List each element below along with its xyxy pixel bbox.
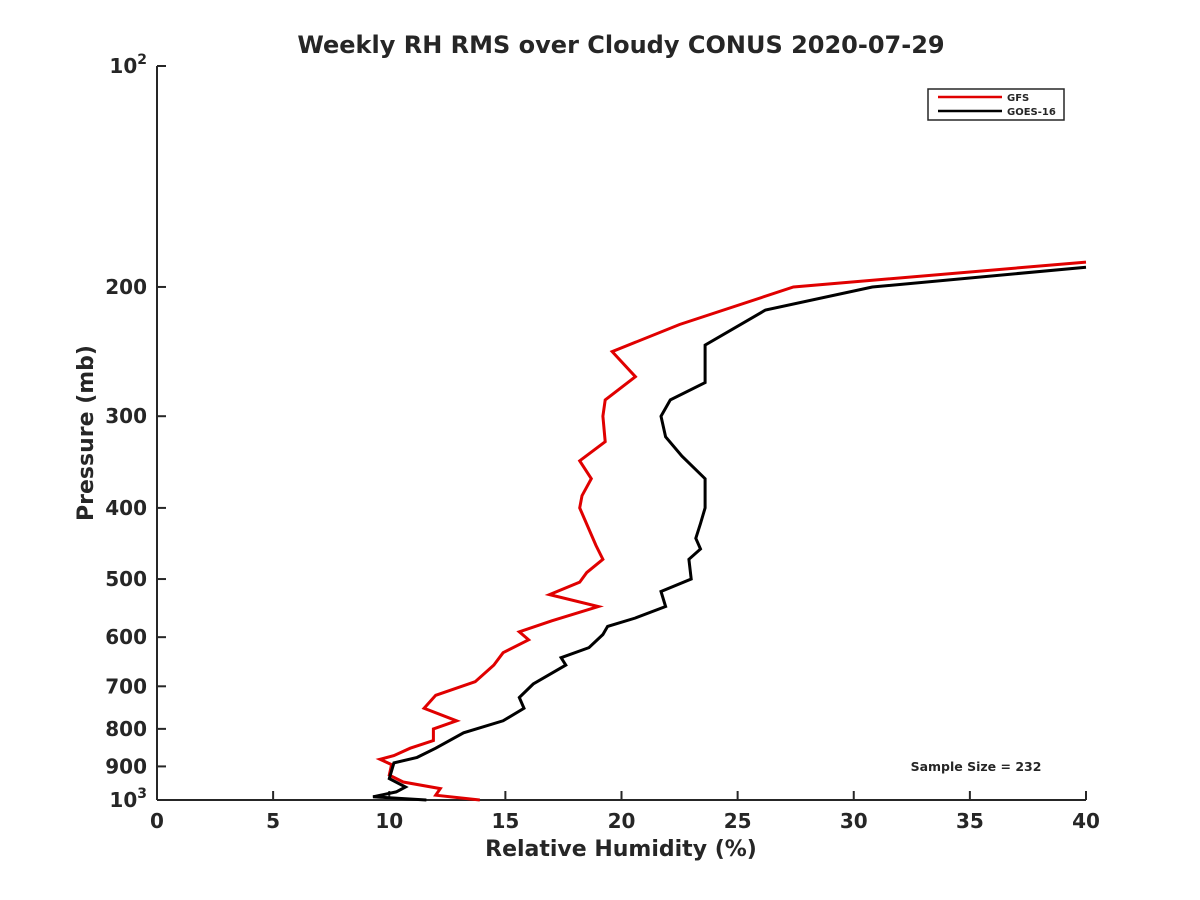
- plot-lines: [372, 260, 1087, 802]
- y-tick-label: 300: [105, 404, 147, 428]
- y-axis-label: Pressure (mb): [74, 345, 99, 521]
- y-tick-label: 400: [105, 496, 147, 520]
- y-tick-label: 800: [105, 717, 147, 741]
- series-line-goes-16: [372, 265, 1087, 802]
- y-tick-label: 600: [105, 625, 147, 649]
- y-tick-label: 200: [105, 275, 147, 299]
- chart-title: Weekly RH RMS over Cloudy CONUS 2020-07-…: [297, 31, 944, 59]
- x-tick-label: 35: [956, 809, 984, 833]
- x-tick-label: 5: [266, 809, 280, 833]
- x-tick-label: 10: [375, 809, 403, 833]
- legend-label: GOES-16: [1007, 107, 1056, 118]
- x-tick-label: 30: [840, 809, 868, 833]
- x-tick-label: 20: [608, 809, 636, 833]
- x-tick-label: 40: [1072, 809, 1100, 833]
- sample-size-annotation: Sample Size = 232: [911, 759, 1042, 774]
- y-tick-label: 102: [109, 52, 147, 78]
- x-tick-label: 15: [491, 809, 519, 833]
- series-line-gfs: [375, 260, 1087, 802]
- x-axis-label: Relative Humidity (%): [485, 837, 757, 862]
- x-ticks: 0 5 10 15 20 25 30 35 40: [150, 791, 1100, 833]
- y-tick-label: 500: [105, 567, 147, 591]
- y-tick-label: 900: [105, 754, 147, 778]
- y-ticks: 102 200 300 400 500 600 700 800 900 103: [105, 52, 166, 812]
- legend-box: [927, 88, 1065, 121]
- x-tick-label: 0: [150, 809, 164, 833]
- y-tick-label: 103: [109, 786, 147, 812]
- legend: GFS GOES-16: [927, 88, 1065, 121]
- x-tick-label: 25: [724, 809, 752, 833]
- y-tick-label: 700: [105, 674, 147, 698]
- legend-label: GFS: [1007, 93, 1029, 104]
